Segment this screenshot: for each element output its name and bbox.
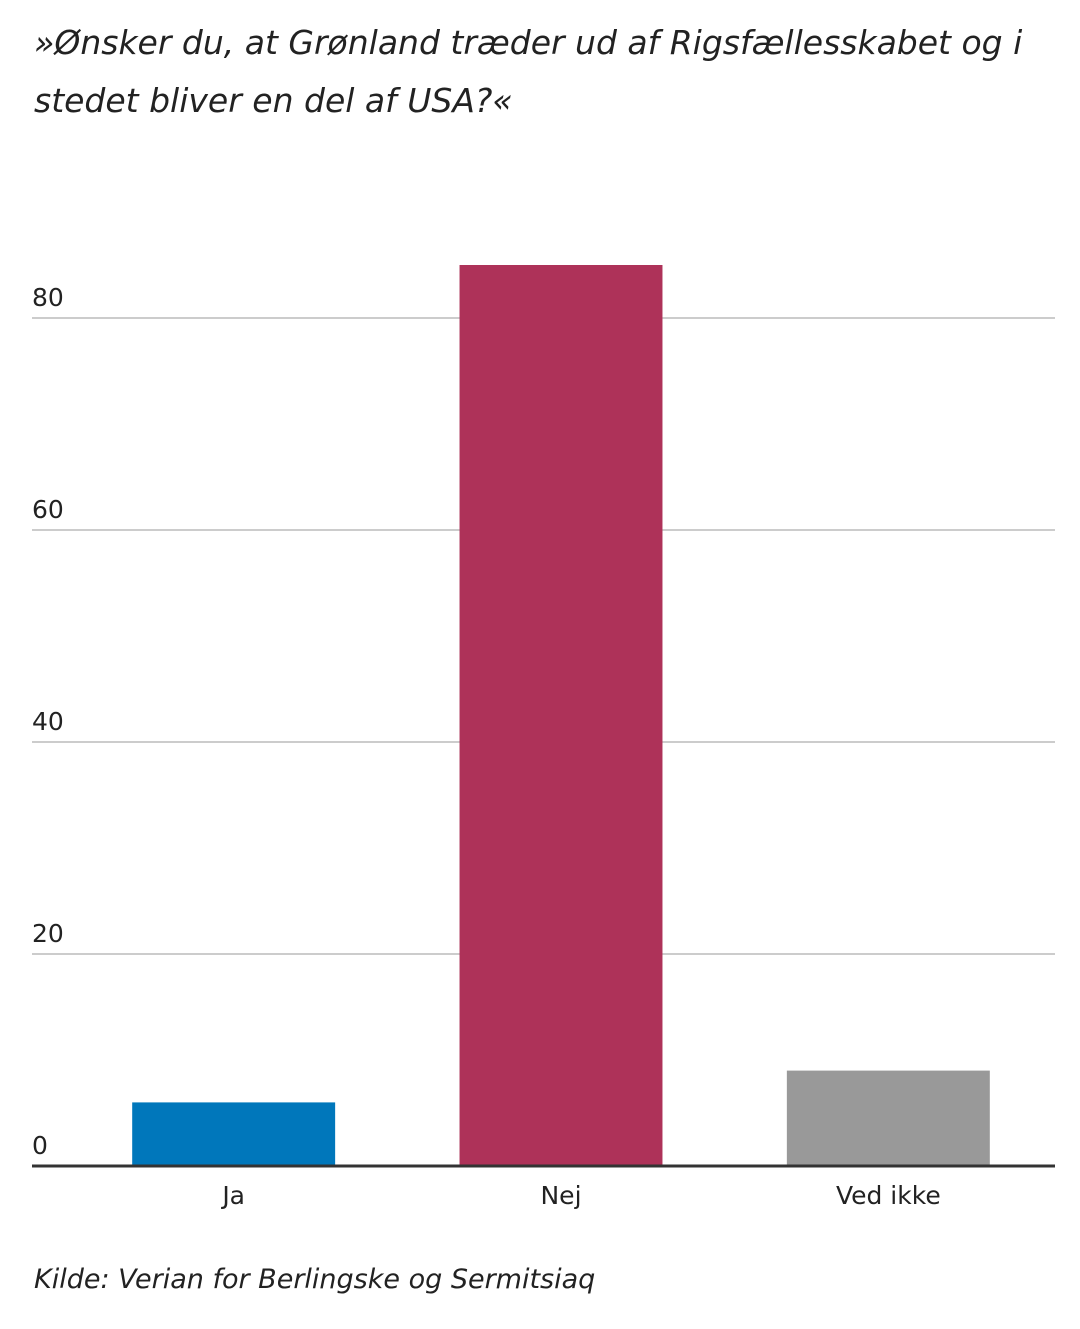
chart-title: »Ønsker du, at Grønland træder ud af Rig…	[34, 23, 1023, 120]
x-tick-label: Ved ikke	[836, 1181, 941, 1210]
x-tick-label: Nej	[540, 1181, 581, 1210]
bar	[132, 1102, 336, 1166]
y-tick-label: 0	[32, 1131, 48, 1160]
y-tick-label: 80	[32, 283, 64, 312]
source-note: Kilde: Verian for Berlingske og Sermitsi…	[34, 1264, 596, 1295]
y-tick-label: 60	[32, 495, 64, 524]
x-tick-label: Ja	[220, 1181, 245, 1210]
bar	[786, 1070, 990, 1166]
bar	[459, 265, 663, 1166]
y-tick-label: 20	[32, 919, 64, 948]
y-tick-label: 40	[32, 707, 64, 736]
